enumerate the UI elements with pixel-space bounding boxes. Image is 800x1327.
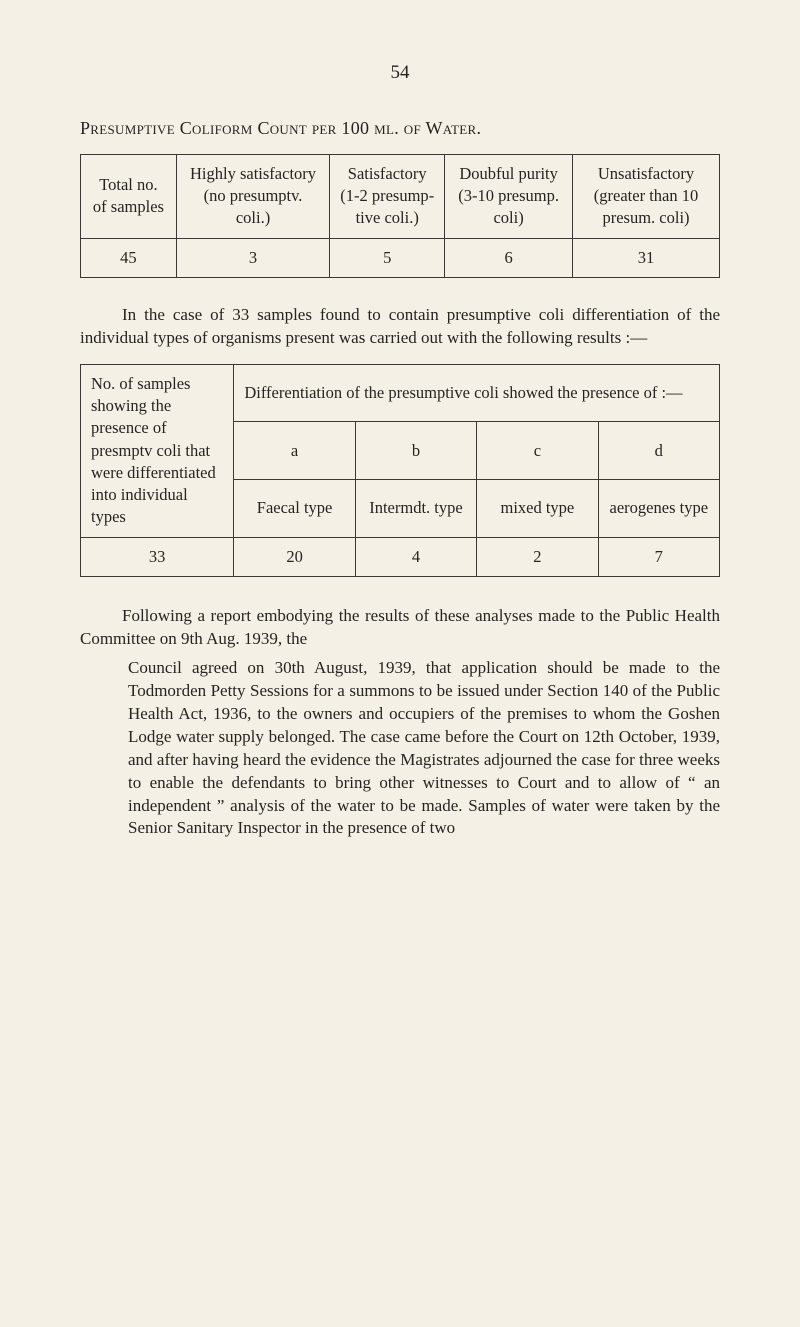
table-cell: 5 — [330, 238, 445, 277]
table-cell: Intermdt. type — [355, 480, 476, 538]
table-coliform-count: Total no. of samples Highly sat­isfactor… — [80, 154, 720, 278]
table-cell: b — [355, 422, 476, 480]
table-row: 33 20 4 2 7 — [81, 537, 720, 576]
table-cell: aerogenes type — [598, 480, 719, 538]
table-cell: 31 — [573, 238, 720, 277]
table-cell: 20 — [234, 537, 355, 576]
row-header: No. of sam­ples showing the presence of … — [81, 364, 234, 537]
col-header: Doubful purity (3-10 pres­ump. coli) — [445, 154, 573, 238]
table-cell: 2 — [477, 537, 598, 576]
banner-cell: Differentiation of the presumptive coli … — [234, 364, 720, 422]
paragraph: Following a report embodying the results… — [80, 605, 720, 651]
table-row: No. of sam­ples showing the presence of … — [81, 364, 720, 422]
page-title: Presumptive Coliform Count per 100 ml. o… — [80, 116, 720, 140]
table-cell: 7 — [598, 537, 719, 576]
col-header: Highly sat­isfactory (no presumptv. coli… — [176, 154, 329, 238]
table-cell: d — [598, 422, 719, 480]
table-cell: c — [477, 422, 598, 480]
col-header: Total no. of samples — [81, 154, 177, 238]
table-row: 45 3 5 6 31 — [81, 238, 720, 277]
table-cell: Faecal type — [234, 480, 355, 538]
table-cell: a — [234, 422, 355, 480]
table-differentiation: No. of sam­ples showing the presence of … — [80, 364, 720, 577]
paragraph: In the case of 33 samples found to conta… — [80, 304, 720, 350]
table-cell: 4 — [355, 537, 476, 576]
block-quote-paragraph: Council agreed on 30th August, 1939, tha… — [128, 657, 720, 841]
table-row: Total no. of samples Highly sat­isfactor… — [81, 154, 720, 238]
table-cell: mixed type — [477, 480, 598, 538]
col-header: Satisfac­tory (1-2 presump­tive coli.) — [330, 154, 445, 238]
table-cell: 45 — [81, 238, 177, 277]
col-header: Unsatisfac­tory (great­er than 10 presum… — [573, 154, 720, 238]
table-cell: 33 — [81, 537, 234, 576]
page-number: 54 — [80, 60, 720, 86]
table-cell: 6 — [445, 238, 573, 277]
document-page: 54 Presumptive Coliform Count per 100 ml… — [0, 0, 800, 1327]
table-cell: 3 — [176, 238, 329, 277]
